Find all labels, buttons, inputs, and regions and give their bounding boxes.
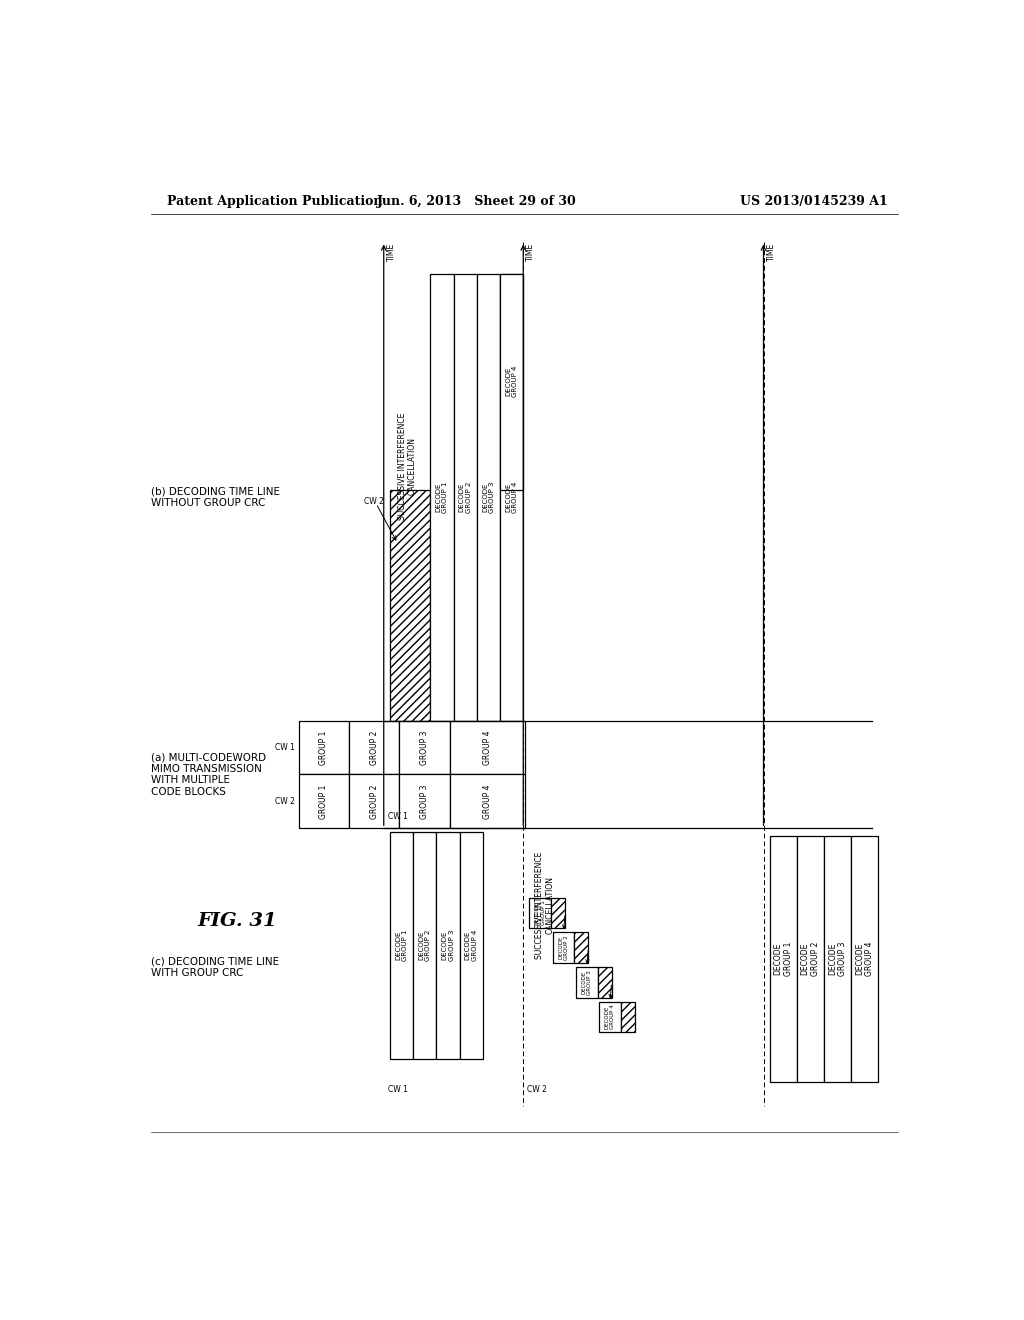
Bar — [414, 832, 436, 1059]
Bar — [500, 275, 523, 721]
Text: GROUP 2: GROUP 2 — [370, 784, 379, 818]
Text: Patent Application Publication: Patent Application Publication — [167, 195, 382, 209]
Text: US 2013/0145239 A1: US 2013/0145239 A1 — [739, 195, 888, 209]
Bar — [349, 775, 399, 829]
Bar — [299, 721, 349, 775]
Text: DECODE
GROUP 2: DECODE GROUP 2 — [459, 482, 472, 513]
Bar — [598, 966, 611, 998]
Text: DECODE
GROUP 2: DECODE GROUP 2 — [801, 942, 820, 977]
Bar — [349, 721, 399, 775]
Text: SUCCESSIVE INTERFERENCE
CANCELLATION: SUCCESSIVE INTERFERENCE CANCELLATION — [397, 413, 417, 520]
Bar — [599, 1002, 621, 1032]
Text: CW 1: CW 1 — [274, 743, 295, 752]
Text: TIME: TIME — [767, 243, 775, 261]
Bar — [851, 836, 879, 1082]
Text: (a) MULTI-CODEWORD
MIMO TRANSMISSION
WITH MULTIPLE
CODE BLOCKS: (a) MULTI-CODEWORD MIMO TRANSMISSION WIT… — [152, 752, 266, 797]
Bar — [399, 775, 450, 829]
Bar — [436, 832, 460, 1059]
Bar — [824, 836, 851, 1082]
Bar — [500, 275, 523, 490]
Text: TIME: TIME — [526, 243, 536, 261]
Text: TIME: TIME — [387, 243, 396, 261]
Bar — [770, 836, 797, 1082]
Text: DECODE
GROUP 4: DECODE GROUP 4 — [855, 942, 874, 977]
Text: DECODE
GROUP 1: DECODE GROUP 1 — [435, 482, 449, 513]
Bar — [477, 275, 500, 721]
Bar — [390, 832, 414, 1059]
Text: CW 1: CW 1 — [388, 812, 408, 821]
Text: Jun. 6, 2013   Sheet 29 of 30: Jun. 6, 2013 Sheet 29 of 30 — [377, 195, 577, 209]
Text: DECODE
GROUP 2: DECODE GROUP 2 — [558, 936, 569, 960]
Text: DECODE
GROUP 1: DECODE GROUP 1 — [395, 931, 409, 961]
Text: GROUP 1: GROUP 1 — [319, 730, 328, 764]
Bar — [797, 836, 824, 1082]
Bar — [390, 490, 430, 721]
Text: SUCCESSIVE INTERFERENCE
CANCELLATION: SUCCESSIVE INTERFERENCE CANCELLATION — [535, 851, 554, 958]
Text: DECODE
GROUP 1: DECODE GROUP 1 — [535, 900, 546, 925]
Text: FIG. 31: FIG. 31 — [198, 912, 278, 929]
Bar — [551, 898, 565, 928]
Text: DECODE
GROUP 3: DECODE GROUP 3 — [582, 970, 592, 995]
Text: DECODE
GROUP 3: DECODE GROUP 3 — [482, 482, 495, 513]
Bar — [553, 932, 574, 964]
Bar — [399, 721, 450, 775]
Bar — [529, 898, 551, 928]
Bar — [454, 275, 477, 721]
Text: CW 2: CW 2 — [364, 498, 384, 506]
Text: GROUP 4: GROUP 4 — [482, 784, 492, 818]
Text: DECODE
GROUP 4: DECODE GROUP 4 — [604, 1005, 615, 1030]
Text: DECODE
GROUP 4: DECODE GROUP 4 — [505, 482, 518, 513]
Bar — [450, 775, 524, 829]
Bar — [575, 966, 598, 998]
Text: CW 2: CW 2 — [527, 1085, 547, 1094]
Text: GROUP 3: GROUP 3 — [420, 784, 429, 818]
Bar — [299, 775, 349, 829]
Bar — [621, 1002, 635, 1032]
Text: DECODE
GROUP 3: DECODE GROUP 3 — [441, 931, 455, 961]
Text: GROUP 3: GROUP 3 — [420, 730, 429, 764]
Text: GROUP 1: GROUP 1 — [319, 784, 328, 818]
Text: (c) DECODING TIME LINE
WITH GROUP CRC: (c) DECODING TIME LINE WITH GROUP CRC — [152, 956, 280, 978]
Text: GROUP 4: GROUP 4 — [482, 730, 492, 764]
Bar — [460, 832, 483, 1059]
Text: DECODE
GROUP 2: DECODE GROUP 2 — [419, 931, 431, 961]
Text: DECODE
GROUP 3: DECODE GROUP 3 — [827, 942, 847, 977]
Text: DECODE
GROUP 4: DECODE GROUP 4 — [505, 366, 518, 397]
Text: GROUP 2: GROUP 2 — [370, 730, 379, 764]
Bar — [574, 932, 589, 964]
Text: CW 2: CW 2 — [274, 797, 295, 805]
Text: DECODE
GROUP 4: DECODE GROUP 4 — [465, 931, 478, 961]
Text: CW 1: CW 1 — [388, 1085, 408, 1094]
Text: (b) DECODING TIME LINE
WITHOUT GROUP CRC: (b) DECODING TIME LINE WITHOUT GROUP CRC — [152, 486, 281, 508]
Text: DECODE
GROUP 1: DECODE GROUP 1 — [773, 942, 793, 977]
Bar — [430, 275, 454, 721]
Bar — [450, 721, 524, 775]
